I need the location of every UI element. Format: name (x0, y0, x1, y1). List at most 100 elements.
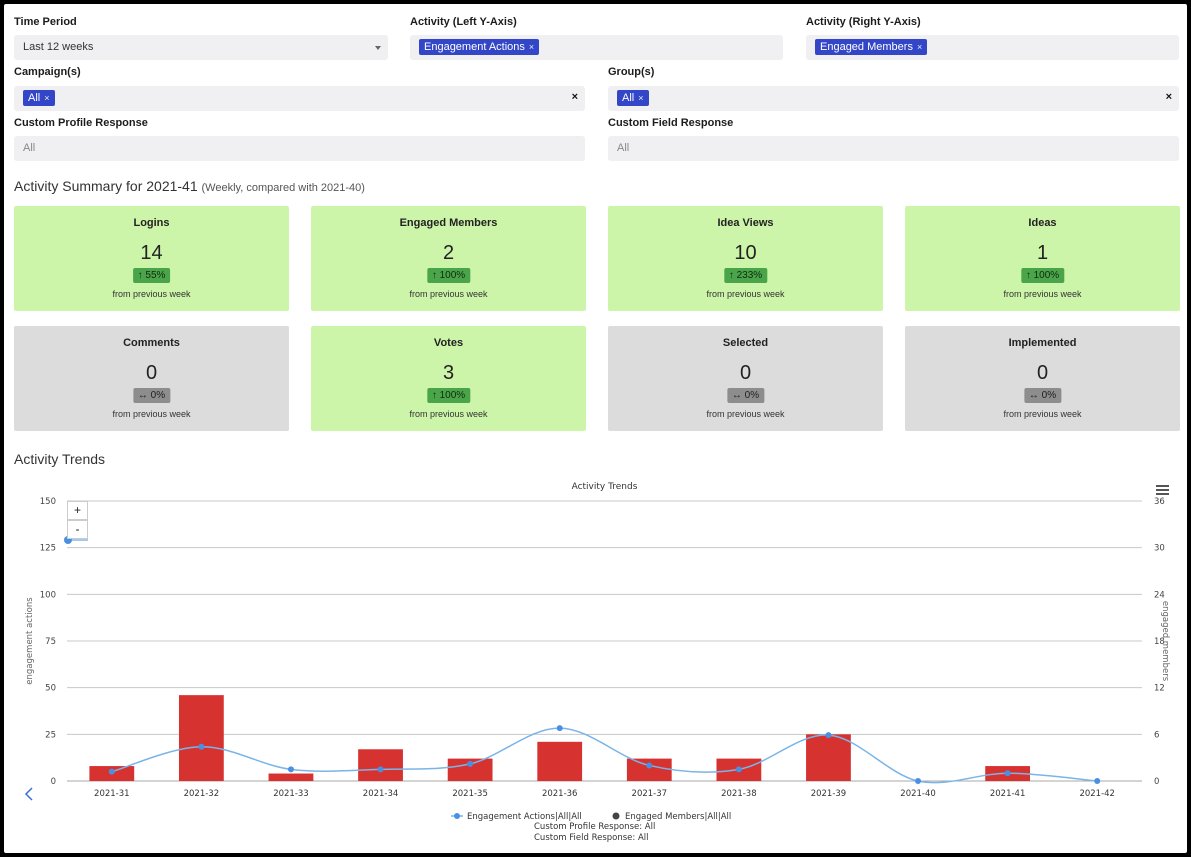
x-tick-label: 2021-31 (94, 789, 130, 799)
card-title: Votes (433, 337, 464, 349)
summary-card: Ideas 1 ↑ 100% from previous week (905, 206, 1180, 311)
remove-tag-icon[interactable]: × (916, 42, 923, 52)
campaigns-label: Campaign(s) (14, 66, 81, 78)
x-tick-label: 2021-41 (990, 789, 1026, 799)
time-period-select[interactable]: Last 12 weeks (14, 35, 388, 60)
change-badge: ↔ 0% (1023, 388, 1062, 403)
groups-select[interactable]: All × × (608, 86, 1179, 111)
x-tick-label: 2021-39 (811, 789, 847, 799)
summary-subtitle: (Weekly, compared with 2021-40) (201, 182, 365, 194)
data-point (377, 766, 384, 773)
summary-card: Logins 14 ↑ 55% from previous week (14, 206, 289, 311)
change-badge: ↑ 233% (723, 268, 768, 283)
remove-tag-icon[interactable]: × (528, 42, 535, 52)
x-tick-label: 2021-40 (900, 789, 936, 799)
x-tick-label: 2021-33 (273, 789, 309, 799)
clear-icon[interactable]: × (571, 91, 578, 103)
legend-dot-marker (612, 812, 620, 820)
campaigns-tag-label: All (28, 92, 41, 104)
custom-field-select[interactable]: All (608, 136, 1179, 161)
left-tick-label: 50 (45, 684, 56, 694)
data-point (1094, 778, 1101, 784)
groups-tag-label: All (622, 92, 635, 104)
left-axis-tag[interactable]: Engagement Actions × (419, 39, 540, 55)
change-badge: ↑ 55% (132, 268, 171, 283)
zoom-out-button[interactable]: - (67, 520, 88, 539)
legend-note: Custom Profile Response: All (534, 822, 655, 832)
data-point (825, 732, 832, 739)
bar (626, 758, 672, 781)
x-tick-label: 2021-35 (452, 789, 488, 799)
left-axis-select[interactable]: Engagement Actions × (410, 35, 783, 60)
activity-trends-chart: Activity Trends 0 25 50 75 100 125 150 0 6 12 18 24 3… (24, 482, 1170, 843)
summary-title-text: Activity Summary for 2021-41 (14, 178, 198, 194)
card-value: 0 (145, 362, 158, 384)
custom-field-label: Custom Field Response (608, 117, 734, 129)
left-axis-title: engagement actions (25, 597, 35, 685)
summary-card: Engaged Members 2 ↑ 100% from previous week (311, 206, 586, 311)
card-title: Ideas (1028, 217, 1057, 229)
remove-tag-icon[interactable]: × (44, 93, 50, 103)
change-badge: ↑ 100% (1020, 268, 1065, 283)
bar (178, 695, 224, 781)
trends-title: Activity Trends (14, 451, 106, 467)
card-title: Selected (722, 337, 769, 349)
right-axis-tag-label: Engaged Members (820, 41, 913, 53)
summary-card: Implemented 0 ↔ 0% from previous week (905, 326, 1180, 431)
clear-icon[interactable]: × (1165, 91, 1172, 103)
left-tick-label: 125 (40, 544, 56, 554)
card-value: 14 (140, 242, 163, 264)
right-axis-tag[interactable]: Engaged Members × (815, 39, 928, 55)
card-note: from previous week (706, 409, 785, 419)
card-value: 0 (739, 362, 752, 384)
remove-tag-icon[interactable]: × (638, 93, 644, 103)
data-point (287, 766, 294, 773)
custom-profile-label: Custom Profile Response (14, 117, 148, 129)
x-tick-label: 2021-34 (363, 789, 399, 799)
right-tick-label: 6 (1154, 730, 1159, 740)
card-title: Logins (133, 217, 170, 229)
legend-item-label: Engaged Members|All|All (625, 812, 731, 822)
chevron-left-icon[interactable] (24, 787, 33, 801)
right-tick-label: 12 (1154, 684, 1165, 694)
dashboard-frame: Time Period Last 12 weeks Activity (Left… (4, 4, 1187, 853)
chevron-down-icon (375, 46, 381, 50)
menu-icon[interactable] (1156, 493, 1169, 495)
card-title: Engaged Members (399, 217, 498, 229)
card-note: from previous week (1003, 289, 1082, 299)
card-value: 3 (442, 362, 455, 384)
x-tick-label: 2021-37 (632, 789, 668, 799)
x-tick-label: 2021-36 (542, 789, 578, 799)
custom-profile-select[interactable]: All (14, 136, 585, 161)
data-point (915, 778, 922, 784)
card-title: Implemented (1008, 337, 1077, 349)
right-tick-label: 0 (1154, 777, 1159, 787)
data-point (467, 760, 474, 767)
bar (268, 773, 314, 781)
groups-tag[interactable]: All × (617, 90, 649, 106)
left-axis-label: Activity (Left Y-Axis) (410, 16, 517, 28)
zoom-in-button[interactable]: + (67, 501, 88, 520)
card-title: Idea Views (717, 217, 774, 229)
right-axis-select[interactable]: Engaged Members × (806, 35, 1179, 60)
card-value: 0 (1036, 362, 1049, 384)
right-tick-label: 18 (1154, 637, 1165, 647)
right-axis-title: engaged members (1160, 601, 1170, 682)
bar (447, 758, 493, 781)
menu-icon[interactable] (1156, 485, 1169, 487)
left-tick-label: 150 (40, 497, 56, 507)
campaigns-select[interactable]: All × × (14, 86, 585, 111)
card-note: from previous week (409, 409, 488, 419)
card-note: from previous week (706, 289, 785, 299)
menu-icon[interactable] (1156, 489, 1169, 491)
data-point (556, 725, 563, 732)
bar (358, 749, 403, 781)
data-point (108, 768, 115, 775)
card-value: 10 (734, 242, 757, 264)
legend-note: Custom Field Response: All (534, 833, 649, 843)
x-tick-label: 2021-38 (721, 789, 757, 799)
summary-card: Comments 0 ↔ 0% from previous week (14, 326, 289, 431)
campaigns-tag[interactable]: All × (23, 90, 55, 106)
x-tick-label: 2021-32 (184, 789, 220, 799)
card-note: from previous week (1003, 409, 1082, 419)
